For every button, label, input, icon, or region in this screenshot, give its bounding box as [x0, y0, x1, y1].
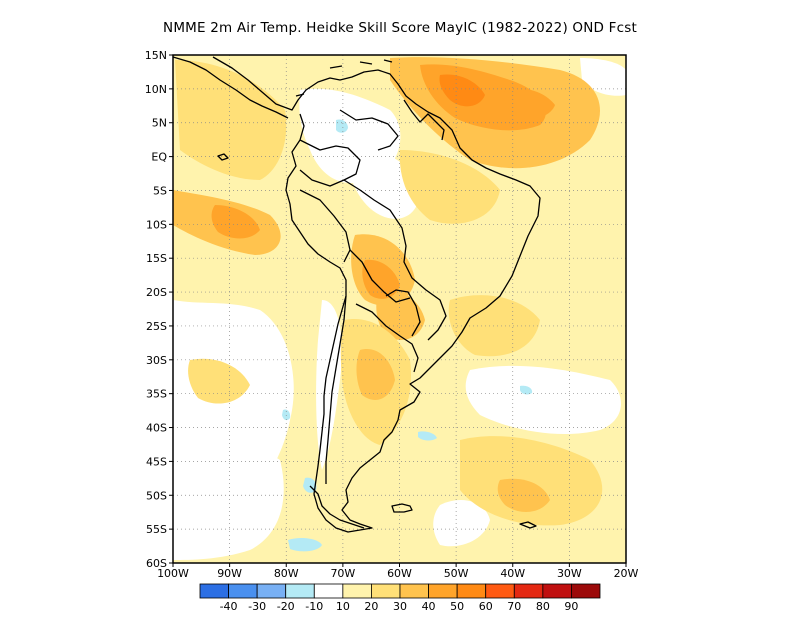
legend-label: 40 — [422, 600, 436, 613]
border-guianas — [403, 99, 445, 141]
lon-label: 30W — [557, 567, 582, 580]
lat-label: 10N — [145, 83, 167, 96]
border-venezuela — [339, 109, 399, 151]
lon-label: 60W — [387, 567, 412, 580]
legend-swatch — [199, 583, 229, 599]
coastline-central-america — [172, 56, 289, 119]
field-50-pacific-core — [211, 205, 260, 239]
skill-field — [173, 55, 626, 563]
field-50-atlantic-core — [503, 88, 555, 119]
field-neg-uruguay — [520, 385, 533, 395]
coastlines — [172, 56, 541, 533]
field-50-south-pacific-core — [188, 358, 250, 404]
lat-label: 5S — [153, 184, 167, 197]
lat-label: 15N — [145, 49, 167, 62]
legend-swatch — [285, 583, 315, 599]
lon-label: 90W — [217, 567, 242, 580]
lat-label: 55S — [146, 523, 167, 536]
field-30-central-pacific — [175, 60, 287, 180]
lat-label: 20S — [146, 286, 167, 299]
border-paraguay — [385, 289, 421, 337]
border-colombia — [299, 139, 361, 187]
field-30-north-brazil — [399, 150, 500, 224]
lat-label: 45S — [146, 455, 167, 468]
legend-swatch — [313, 583, 344, 599]
legend-label: -10 — [305, 600, 323, 613]
legend-label: 70 — [507, 600, 521, 613]
legend-labels: -40 -30 -20 -10 10 20 30 40 50 60 70 80 90 — [220, 600, 579, 613]
field-neg-drake — [288, 537, 322, 552]
field-60-caribbean-core — [439, 74, 485, 107]
legend-label: 60 — [479, 600, 493, 613]
border-brazil-west — [343, 179, 447, 341]
legend-label: -20 — [277, 600, 295, 613]
border-bolivia — [349, 249, 411, 303]
legend-swatch — [342, 583, 372, 599]
legend-swatch — [513, 583, 544, 599]
field-50-south-atlantic-core — [497, 478, 550, 512]
legend-label: 10 — [336, 600, 350, 613]
lat-label: 60S — [146, 557, 167, 570]
legend-label: 30 — [393, 600, 407, 613]
lon-label: 40W — [500, 567, 525, 580]
border-argentina-east — [355, 303, 419, 373]
lat-label: 30S — [146, 354, 167, 367]
coastline-galapagos — [217, 153, 229, 161]
legend-label: 90 — [564, 600, 578, 613]
lon-label: 100W — [157, 567, 189, 580]
longitude-labels: 100W 90W 80W 70W 60W 50W 40W 30W 20W — [157, 563, 639, 580]
lon-label: 20W — [614, 567, 639, 580]
legend-swatch — [371, 583, 401, 599]
color-legend — [199, 583, 601, 599]
field-white-patagonia-sea — [433, 500, 490, 547]
lon-label: 50W — [444, 567, 469, 580]
field-white-south-atlantic — [465, 365, 621, 435]
field-neg-argentina-sea — [418, 431, 437, 441]
field-white-ne-corner — [580, 58, 626, 96]
lat-label: 10S — [146, 218, 167, 231]
lat-label: 35S — [146, 388, 167, 401]
legend-label: -30 — [248, 600, 266, 613]
lat-label: 25S — [146, 320, 167, 333]
coastline-south-america — [212, 56, 541, 533]
border-peru — [299, 189, 351, 263]
border-argentina-chile — [325, 295, 347, 484]
legend-swatch — [456, 583, 487, 599]
legend-label: 50 — [450, 600, 464, 613]
coastline-falklands — [391, 503, 413, 513]
legend-swatch — [571, 583, 601, 599]
legend-label: 80 — [536, 600, 550, 613]
legend-label: -40 — [220, 600, 238, 613]
legend-swatch — [399, 583, 429, 599]
lat-label: 40S — [146, 422, 167, 435]
field-neg-chile — [282, 409, 291, 421]
latitude-labels: 15N 10N 5N EQ 5S 10S 15S 20S 25S 30S 35S 40S 45S 50S 5… — [145, 49, 173, 570]
coastline-south-georgia — [519, 521, 537, 529]
legend-label: 20 — [364, 600, 378, 613]
lon-label: 80W — [274, 567, 299, 580]
coastline-tierra-del-fuego — [309, 485, 365, 529]
lat-label: 50S — [146, 489, 167, 502]
lat-label: EQ — [151, 151, 167, 164]
legend-swatch — [428, 583, 458, 599]
field-30-south-atlantic-east — [460, 436, 603, 526]
field-50-bolivia-core — [362, 259, 400, 299]
lat-label: 15S — [146, 252, 167, 265]
field-30-brazil-coast — [448, 295, 540, 357]
chart-title: NMME 2m Air Temp. Heidke Skill Score May… — [163, 20, 637, 36]
field-50-argentina-core — [356, 349, 395, 400]
lon-label: 70W — [330, 567, 355, 580]
legend-swatch — [542, 583, 572, 599]
field-white-se-pacific — [173, 420, 284, 560]
lat-label: 5N — [152, 117, 167, 130]
legend-swatch — [485, 583, 515, 599]
legend-swatch — [228, 583, 258, 599]
coastline-caribbean-islands — [295, 59, 393, 97]
legend-swatch — [256, 583, 287, 599]
